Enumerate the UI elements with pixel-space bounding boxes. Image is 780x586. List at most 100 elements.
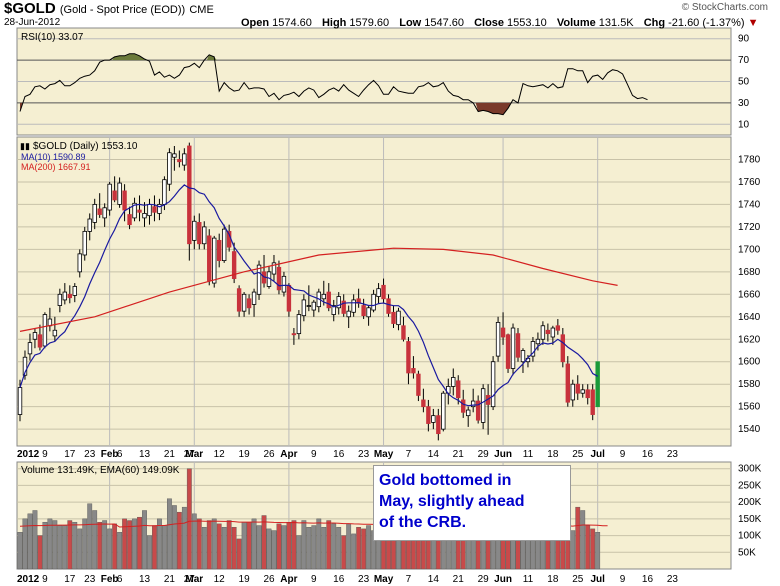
x-tick-label: 26 [263, 449, 275, 460]
x-tick-label: 27 [184, 574, 196, 585]
x-tick-label: 9 [620, 449, 626, 460]
volume-bar [147, 535, 152, 570]
x-tick-label: 9 [42, 574, 48, 585]
open-value: 1574.60 [272, 17, 312, 29]
candle-body [57, 293, 63, 306]
x-tick-label: Mar [185, 449, 203, 460]
annotation-callout: Gold bottomed in May, slightly ahead of … [373, 465, 571, 541]
x-tick-label: 7 [406, 574, 412, 585]
candle-body [112, 190, 117, 201]
volume-bar [57, 525, 63, 570]
volume-bar [72, 521, 78, 570]
volume-bar [216, 523, 222, 570]
volume-bar [291, 520, 297, 570]
volume-bar [236, 538, 242, 570]
volume-bar [580, 510, 586, 570]
volume-bar [570, 530, 576, 570]
volume-bar [351, 533, 357, 570]
volume-bar [241, 521, 247, 570]
volume-bar [301, 520, 307, 570]
candle-body [411, 368, 416, 374]
close-value: 1553.10 [507, 17, 547, 29]
candle-body [167, 152, 172, 185]
x-tick-label: Jun [494, 574, 512, 585]
candle-body [545, 329, 551, 335]
candle-body [87, 218, 92, 232]
candle-body [401, 325, 406, 340]
volume-bar [37, 535, 43, 570]
candle-body [301, 299, 307, 317]
rsi-tick-label: 10 [738, 119, 750, 130]
candle-body [221, 228, 227, 262]
x-tick-label: 9 [620, 574, 626, 585]
x-tick-label: 26 [263, 574, 275, 585]
volume-bar [191, 513, 197, 570]
x-tick-label: 13 [139, 449, 151, 460]
volume-value: 131.5K [598, 17, 634, 29]
volume-bar [97, 521, 103, 570]
rsi-line [19, 53, 648, 116]
rsi-tick-label: 70 [738, 55, 750, 66]
volume-bar [246, 521, 252, 570]
candle-body [376, 288, 381, 297]
volume-bar [341, 535, 347, 570]
chg-down-arrow-icon: ▼ [747, 17, 759, 29]
x-tick-label: 9 [42, 449, 48, 460]
price-legend: $GOLD (Daily) 1553.10 [33, 141, 138, 152]
x-tick-label: 23 [667, 449, 679, 460]
x-tick-label: Feb [101, 574, 119, 585]
price-tick-label: 1680 [738, 267, 761, 278]
price-tick-label: 1540 [738, 424, 761, 435]
rsi-legend: RSI(10) 33.07 [21, 32, 84, 43]
candle-body [296, 314, 302, 335]
low-label: Low [399, 17, 422, 29]
ma200-legend: MA(200) 1667.91 [21, 162, 91, 172]
volume-bar [117, 532, 123, 570]
x-tick-label: 16 [333, 449, 345, 460]
volume-bar [27, 513, 33, 570]
volume-bar [166, 498, 172, 570]
volume-bar [346, 523, 352, 570]
volume-bar [266, 528, 272, 570]
volume-bar [296, 535, 302, 570]
volume-bar [231, 527, 237, 570]
x-tick-label: 21 [164, 449, 176, 460]
candle-body [102, 207, 107, 219]
x-tick-label: 23 [84, 449, 96, 460]
x-tick-label: May [374, 449, 394, 460]
volume-tick-label: 300K [738, 464, 762, 475]
volume-tick-label: 200K [738, 497, 762, 508]
volume-bar [306, 527, 312, 570]
candle-body [426, 406, 431, 424]
symbol-description: (Gold - Spot Price (EOD)) [59, 4, 186, 16]
volume-bar [286, 521, 292, 570]
price-tick-label: 1700 [738, 244, 761, 255]
candle-body [37, 334, 43, 348]
price-tick-label: 1580 [738, 379, 761, 390]
rsi-panel: 10 30 50 70 90 RSI(10) 33.07 [16, 27, 750, 136]
volume-bar [186, 468, 192, 570]
candle-body [530, 341, 536, 357]
x-tick-label: 11 [523, 449, 534, 460]
price-tick-label: 1740 [738, 199, 761, 210]
volume-bar [361, 528, 367, 570]
volume-bar [585, 525, 591, 570]
candle-body [281, 275, 287, 293]
x-tick-label: 9 [311, 574, 317, 585]
candle-body [321, 293, 326, 300]
high-value: 1579.60 [349, 17, 390, 29]
annotation-line-2: May, slightly ahead [379, 493, 525, 510]
candle-body [371, 293, 376, 311]
volume-bar [122, 518, 127, 570]
volume-bar [206, 520, 212, 570]
x-tick-label: 23 [84, 574, 96, 585]
candle-body [441, 392, 446, 430]
candle-body [231, 251, 237, 279]
close-label: Close [474, 17, 505, 29]
volume-bar [22, 518, 28, 570]
candle-body [346, 310, 351, 318]
candle-body [461, 399, 466, 413]
volume-bar [575, 506, 581, 570]
candle-body [391, 311, 396, 324]
